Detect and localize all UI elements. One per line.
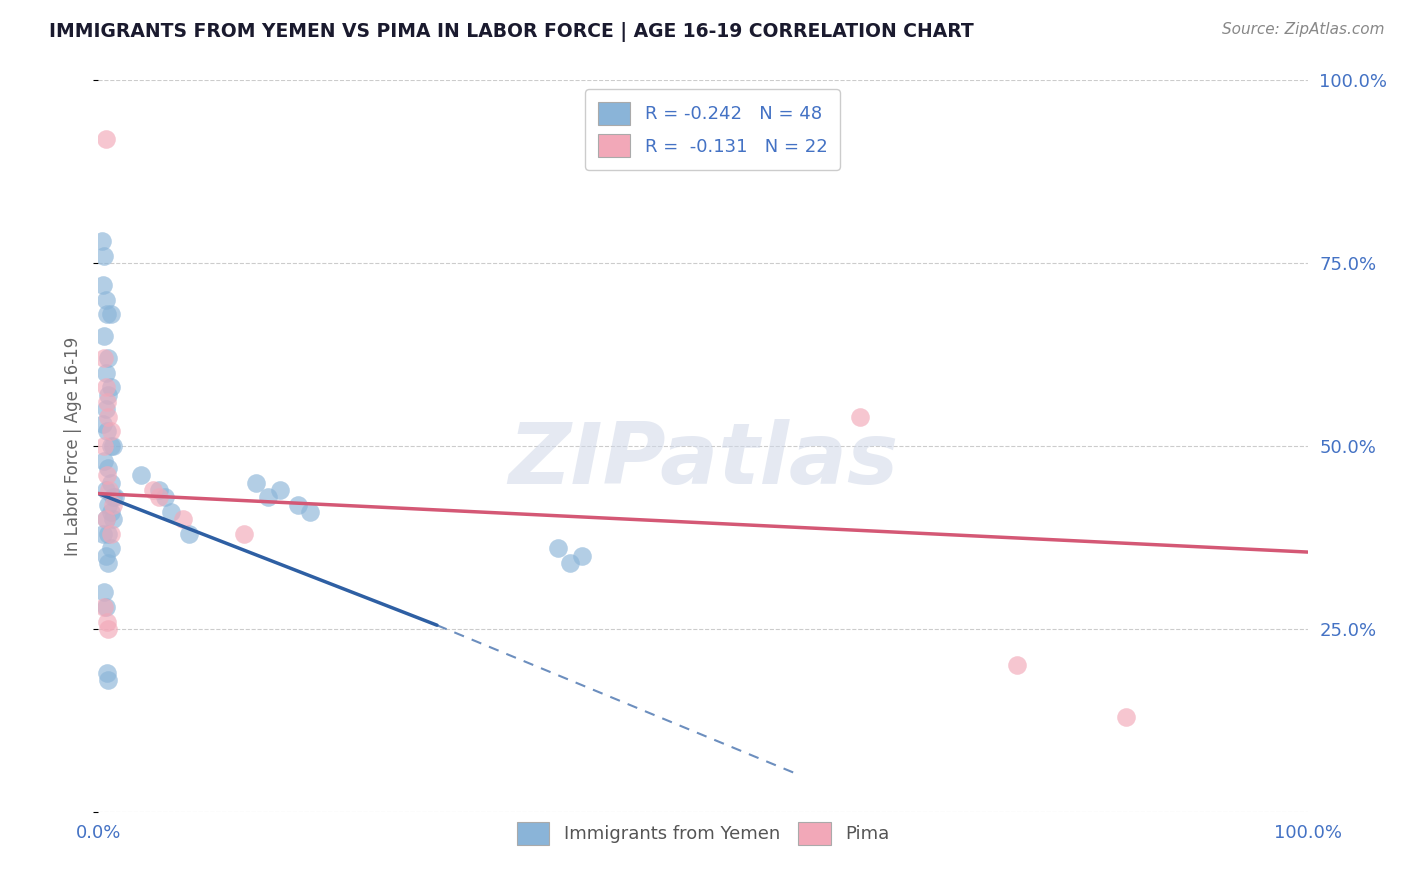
Point — [100, 526, 122, 541]
Text: Source: ZipAtlas.com: Source: ZipAtlas.com — [1222, 22, 1385, 37]
Point — [160, 505, 183, 519]
Point — [91, 278, 114, 293]
Point — [97, 388, 120, 402]
Point — [100, 505, 122, 519]
Point — [97, 673, 120, 687]
Text: ZIPatlas: ZIPatlas — [508, 419, 898, 502]
Point — [100, 425, 122, 439]
Point — [142, 483, 165, 497]
Point — [269, 483, 291, 497]
Point — [94, 402, 117, 417]
Point — [91, 417, 114, 431]
Point — [94, 132, 117, 146]
Point — [97, 622, 120, 636]
Point — [94, 293, 117, 307]
Point — [148, 483, 170, 497]
Point — [256, 490, 278, 504]
Point — [93, 439, 115, 453]
Point — [97, 526, 120, 541]
Point — [97, 409, 120, 424]
Point — [91, 234, 114, 248]
Point — [97, 351, 120, 366]
Point — [104, 490, 127, 504]
Point — [96, 425, 118, 439]
Point — [245, 475, 267, 490]
Point — [97, 498, 120, 512]
Point — [94, 380, 117, 394]
Point — [97, 461, 120, 475]
Point — [101, 490, 124, 504]
Point — [91, 526, 114, 541]
Point — [93, 329, 115, 343]
Point — [101, 498, 124, 512]
Legend: Immigrants from Yemen, Pima: Immigrants from Yemen, Pima — [508, 813, 898, 854]
Point — [94, 483, 117, 497]
Point — [571, 549, 593, 563]
Point — [96, 468, 118, 483]
Point — [94, 512, 117, 526]
Point — [232, 526, 254, 541]
Point — [100, 380, 122, 394]
Point — [558, 556, 581, 570]
Point — [94, 599, 117, 614]
Point — [96, 665, 118, 680]
Point — [100, 541, 122, 556]
Point — [1007, 658, 1029, 673]
Point — [148, 490, 170, 504]
Point — [93, 249, 115, 263]
Text: IMMIGRANTS FROM YEMEN VS PIMA IN LABOR FORCE | AGE 16-19 CORRELATION CHART: IMMIGRANTS FROM YEMEN VS PIMA IN LABOR F… — [49, 22, 974, 42]
Point — [98, 483, 121, 497]
Point — [129, 468, 152, 483]
Point — [299, 505, 322, 519]
Point — [93, 351, 115, 366]
Point — [179, 526, 201, 541]
Point — [287, 498, 309, 512]
Point — [93, 453, 115, 467]
Point — [101, 439, 124, 453]
Point — [100, 475, 122, 490]
Point — [100, 439, 122, 453]
Point — [93, 585, 115, 599]
Point — [94, 512, 117, 526]
Point — [849, 409, 872, 424]
Point — [94, 366, 117, 380]
Y-axis label: In Labor Force | Age 16-19: In Labor Force | Age 16-19 — [65, 336, 83, 556]
Point — [93, 599, 115, 614]
Point — [1115, 709, 1137, 723]
Point — [172, 512, 194, 526]
Point — [100, 307, 122, 321]
Point — [96, 307, 118, 321]
Point — [96, 395, 118, 409]
Point — [547, 541, 569, 556]
Point — [97, 556, 120, 570]
Point — [94, 549, 117, 563]
Point — [96, 615, 118, 629]
Point — [153, 490, 176, 504]
Point — [101, 512, 124, 526]
